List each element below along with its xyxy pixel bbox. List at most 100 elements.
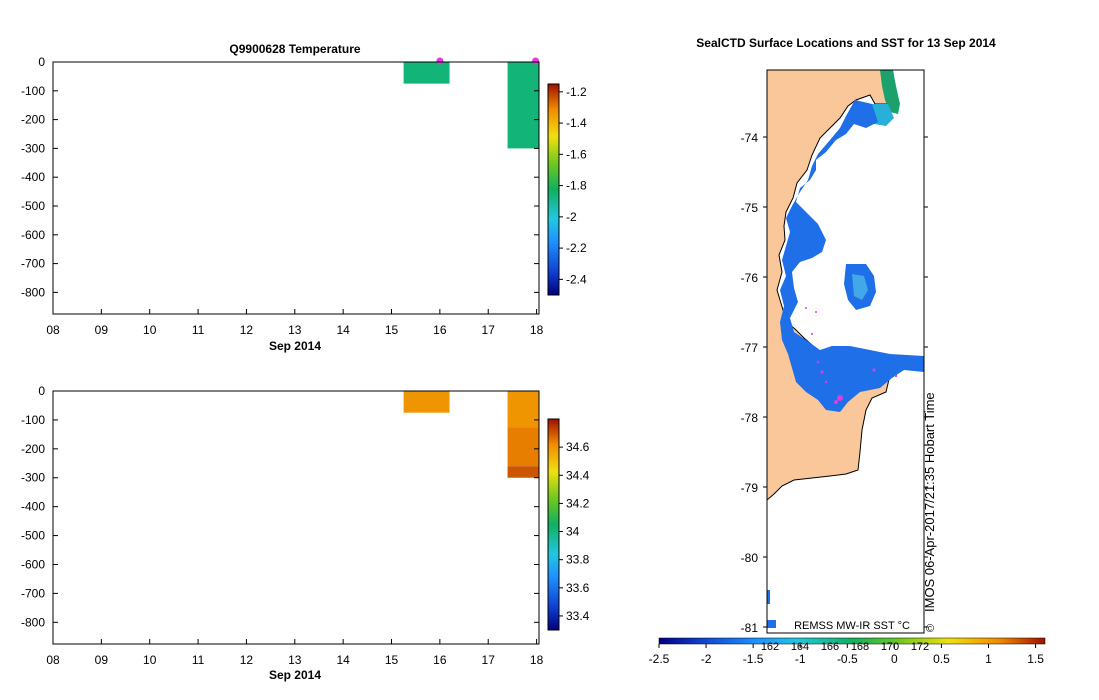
temperature-ytick-label-5: -500 xyxy=(21,199,45,213)
map-lat-tick-label-0: -74 xyxy=(741,131,759,145)
salinity-xtick-label-3: 11 xyxy=(192,653,205,667)
map-latitude-axis: -74 -75 -76 -77 -78 -79 -80 -81 xyxy=(741,131,767,635)
salinity-y-axis: 0 -100 -200 -300 -400 -500 -600 -700 -800 xyxy=(21,384,539,629)
map-lon-label-3: 168 xyxy=(851,641,869,653)
copyright-symbol: © xyxy=(926,623,934,635)
temperature-xtick-label-6: 14 xyxy=(336,323,350,337)
temperature-cbtick-label-4: -2 xyxy=(566,210,577,224)
seal-track-points xyxy=(805,307,898,404)
sea-ice-sst-field xyxy=(767,70,924,628)
temperature-xtick-label-1: 09 xyxy=(95,323,109,337)
salinity-xlabel: Sep 2014 xyxy=(269,668,321,682)
map-lat-tick-label-5: -79 xyxy=(741,481,759,495)
salinity-axes-frame xyxy=(52,390,540,645)
salinity-ytick-label-1: -100 xyxy=(21,413,45,427)
sst-cbtick-label-7: 1 xyxy=(985,652,992,666)
salinity-ytick-label-3: -300 xyxy=(21,471,45,485)
temperature-ytick-label-8: -800 xyxy=(21,285,45,299)
temperature-xtick-label-8: 16 xyxy=(433,323,447,337)
salinity-cell-2 xyxy=(507,427,539,467)
salinity-ytick-label-7: -700 xyxy=(21,586,45,600)
temperature-ytick-label-0: 0 xyxy=(38,55,45,69)
temperature-cells xyxy=(403,62,539,149)
temperature-cbtick-label-2: -1.6 xyxy=(566,147,587,161)
temperature-xtick-label-9: 17 xyxy=(482,323,496,337)
salinity-panel: 0 -100 -200 -300 -400 -500 -600 -700 -800 08 09 10… xyxy=(21,384,590,682)
map-lat-tick-label-3: -77 xyxy=(741,341,759,355)
temperature-y-axis: 0 -100 -200 -300 -400 -500 -600 -700 -800 xyxy=(21,55,539,299)
salinity-cbtick-label-0: 34.6 xyxy=(566,440,590,454)
map-lon-label-2: 166 xyxy=(821,641,839,653)
salinity-cells xyxy=(403,391,539,478)
temperature-ytick-label-1: -100 xyxy=(21,84,45,98)
salinity-cbtick-label-5: 33.6 xyxy=(566,581,590,595)
temperature-xtick-label-4: 12 xyxy=(240,323,254,337)
salinity-cbtick-label-1: 34.4 xyxy=(566,468,590,482)
sst-cbtick-label-5: 0 xyxy=(891,652,898,666)
map-title: SealCTD Surface Locations and SST for 13… xyxy=(696,36,996,50)
temperature-cbtick-label-1: -1.4 xyxy=(566,116,587,130)
sst-cbtick-label-6: 0.5 xyxy=(933,652,950,666)
sst-colorbar xyxy=(658,637,1046,645)
temperature-ytick-label-4: -400 xyxy=(21,170,45,184)
sst-cbtick-label-2: -1.5 xyxy=(743,652,764,666)
temperature-xlabel: Sep 2014 xyxy=(269,339,321,353)
temperature-ytick-label-7: -700 xyxy=(21,257,45,271)
temperature-cbtick-label-3: -1.8 xyxy=(566,179,587,193)
temperature-ytick-label-2: -200 xyxy=(21,113,45,127)
salinity-ytick-label-8: -800 xyxy=(21,615,45,629)
map-colorbar-label: REMSS MW-IR SST °C xyxy=(794,620,910,632)
temperature-cbtick-label-5: -2.2 xyxy=(566,241,587,255)
map-lat-tick-label-6: -80 xyxy=(741,551,759,565)
salinity-xtick-label-8: 16 xyxy=(433,653,447,667)
salinity-ytick-label-5: -500 xyxy=(21,529,45,543)
temperature-cbtick-label-0: -1.2 xyxy=(566,85,587,99)
temperature-ytick-label-3: -300 xyxy=(21,141,45,155)
temperature-title: Q9900628 Temperature xyxy=(229,42,361,56)
map-lat-tick-label-7: -81 xyxy=(741,621,759,635)
sst-colorbar-ticks: -2.5 -2 -1.5 -1 -0.5 0 0.5 1 1.5 xyxy=(649,644,1044,666)
temperature-panel: Q9900628 Temperature 0 -100 -200 -300 -400 -5… xyxy=(21,42,587,353)
temperature-xtick-label-10: 18 xyxy=(530,323,544,337)
map-frame xyxy=(766,69,925,634)
temperature-xtick-label-0: 08 xyxy=(46,323,60,337)
salinity-ytick-label-0: 0 xyxy=(38,384,45,398)
sst-cbtick-label-4: -0.5 xyxy=(837,652,858,666)
salinity-cbtick-label-3: 34 xyxy=(566,525,580,539)
salinity-xtick-label-4: 12 xyxy=(240,653,254,667)
salinity-ytick-label-2: -200 xyxy=(21,442,45,456)
salinity-ytick-label-4: -400 xyxy=(21,500,45,514)
map-longitude-labels: 162 164 166 168 170 172 xyxy=(761,641,929,653)
temperature-xtick-label-7: 15 xyxy=(385,323,399,337)
salinity-xtick-label-9: 17 xyxy=(482,653,496,667)
temperature-x-axis: 08 09 10 11 12 13 14 15 16 17 18 xyxy=(46,309,544,337)
map-right-ticks xyxy=(924,136,928,628)
salinity-cell-1 xyxy=(507,391,539,428)
salinity-ytick-label-6: -600 xyxy=(21,557,45,571)
temperature-ytick-label-6: -600 xyxy=(21,228,45,242)
temperature-xtick-label-2: 10 xyxy=(143,323,157,337)
temperature-colorbar xyxy=(547,83,560,296)
temperature-xtick-label-3: 11 xyxy=(192,323,205,337)
salinity-x-axis: 08 09 10 11 12 13 14 15 16 17 18 xyxy=(46,639,544,667)
salinity-cell-0 xyxy=(403,391,450,413)
salinity-xtick-label-10: 18 xyxy=(530,653,544,667)
map-lon-label-5: 172 xyxy=(911,641,929,653)
temperature-xtick-label-5: 13 xyxy=(288,323,302,337)
temperature-cell-0 xyxy=(403,62,450,84)
sst-cbtick-label-3: -1 xyxy=(795,652,806,666)
salinity-xtick-label-5: 13 xyxy=(288,653,302,667)
sst-cbtick-label-1: -2 xyxy=(701,652,712,666)
map-panel: SealCTD Surface Locations and SST for 13… xyxy=(649,36,1046,666)
salinity-cbtick-label-2: 34.2 xyxy=(566,496,590,510)
map-lat-tick-label-1: -75 xyxy=(741,201,759,215)
sst-cbtick-label-0: -2.5 xyxy=(649,652,670,666)
temperature-cbtick-label-6: -2.4 xyxy=(566,272,587,286)
temperature-marker-0 xyxy=(436,57,444,65)
map-lon-label-0: 162 xyxy=(761,641,779,653)
salinity-cbtick-label-4: 33.8 xyxy=(566,553,590,567)
salinity-cell-3 xyxy=(507,466,539,478)
temperature-axes-frame xyxy=(52,61,540,315)
salinity-cbtick-label-6: 33.4 xyxy=(566,609,590,623)
